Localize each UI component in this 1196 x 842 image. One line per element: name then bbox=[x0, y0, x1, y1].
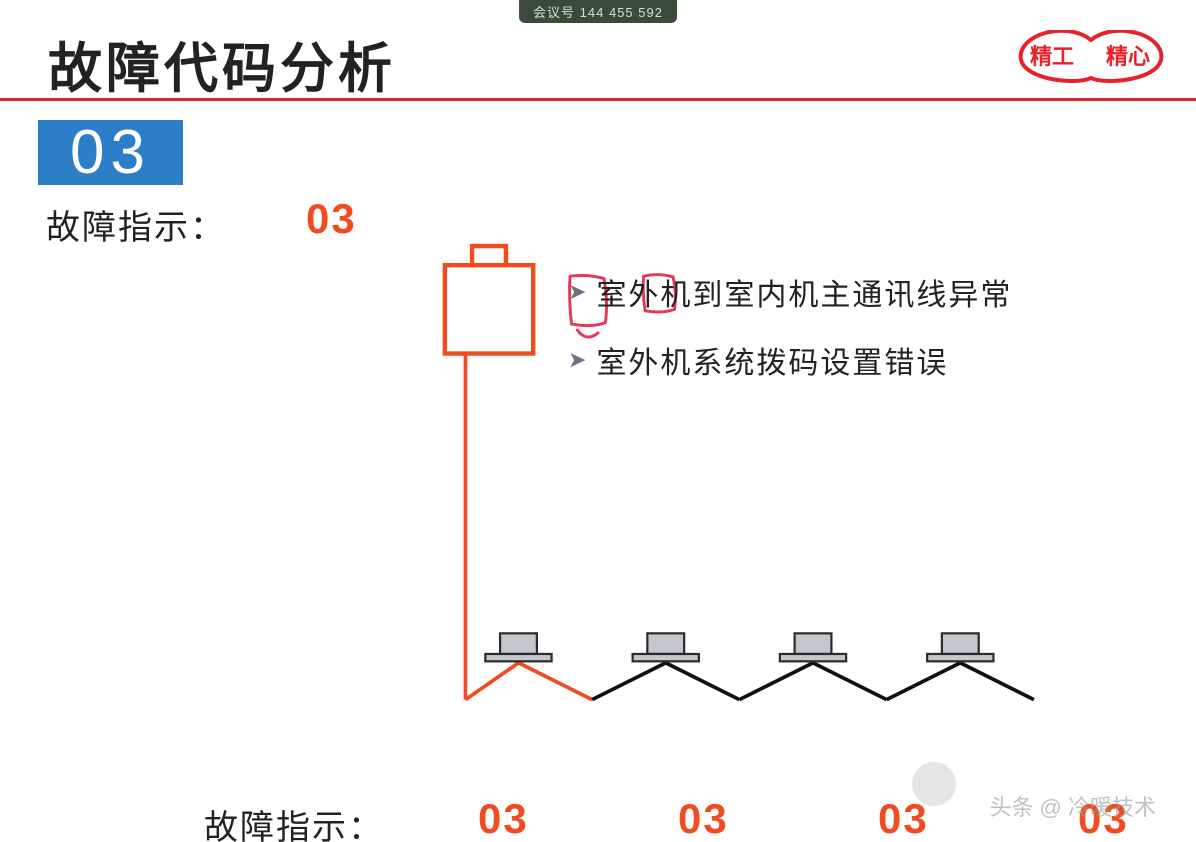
watermark-avatar bbox=[912, 762, 956, 806]
indoor-units bbox=[485, 633, 993, 661]
meeting-id-pill: 会议号 144 455 592 bbox=[519, 0, 677, 23]
svg-text:精工: 精工 bbox=[1030, 44, 1074, 69]
system-diagram bbox=[0, 140, 1196, 760]
brand-logo: 精工 精心 bbox=[1006, 30, 1176, 85]
fault-label-bottom: 故障指示： bbox=[204, 800, 384, 842]
title-underline bbox=[0, 98, 1196, 101]
fault-code-bottom: 03 bbox=[478, 795, 529, 842]
indoor-unit-icon bbox=[633, 633, 699, 661]
bullet-text: 室外机到室内机主通讯线异常 bbox=[596, 270, 1012, 314]
bullet-text: 室外机系统拨码设置错误 bbox=[596, 338, 948, 382]
indoor-unit-icon bbox=[780, 633, 846, 661]
indoor-unit-icon bbox=[927, 633, 993, 661]
indoor-bus bbox=[465, 663, 1033, 700]
bullet-item: ➤ 室外机到室内机主通讯线异常 bbox=[568, 270, 1012, 314]
chevron-right-icon: ➤ bbox=[568, 279, 586, 305]
indoor-unit-icon bbox=[485, 633, 551, 661]
fault-code-bottom: 03 bbox=[678, 795, 729, 842]
svg-text:精心: 精心 bbox=[1106, 44, 1150, 69]
bullet-item: ➤ 室外机系统拨码设置错误 bbox=[568, 338, 1012, 382]
outdoor-unit-icon bbox=[445, 246, 533, 354]
page-title: 故障代码分析 bbox=[48, 24, 396, 103]
chevron-right-icon: ➤ bbox=[568, 347, 586, 373]
watermark-text: 头条 @ 冷暖技术 bbox=[989, 790, 1156, 822]
bullet-list: ➤ 室外机到室内机主通讯线异常 ➤ 室外机系统拨码设置错误 bbox=[568, 270, 1012, 406]
